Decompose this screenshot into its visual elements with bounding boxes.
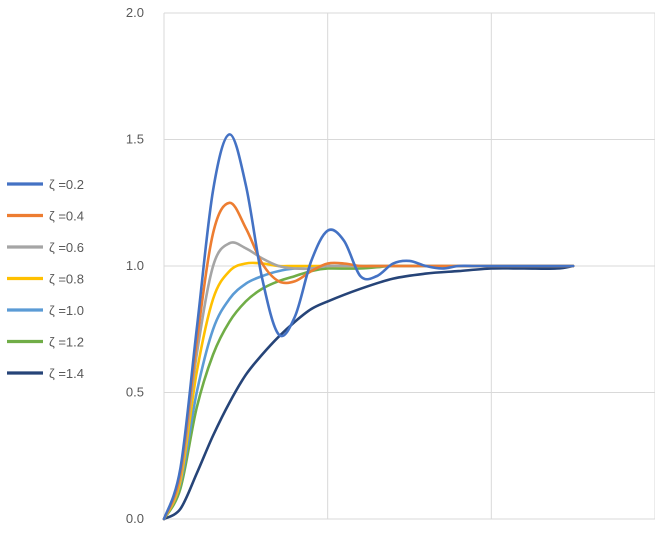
y-tick-label: 1.0 bbox=[126, 258, 144, 273]
legend-label: ζ =0.8 bbox=[49, 272, 84, 287]
series-line-1 bbox=[162, 133, 575, 521]
series-lines bbox=[162, 133, 575, 521]
legend-label: ζ =1.4 bbox=[49, 366, 84, 381]
legend-item: ζ =0.2 bbox=[7, 177, 84, 192]
y-tick-labels: 0.0 0.5 1.0 1.5 2.0 bbox=[126, 5, 144, 526]
series-line-2 bbox=[162, 201, 575, 521]
y-tick-label: 1.5 bbox=[126, 132, 144, 147]
legend-label: ζ =0.6 bbox=[49, 240, 84, 255]
legend-item: ζ =0.4 bbox=[7, 209, 84, 224]
legend: ζ =0.2 ζ =0.4 ζ =0.6 ζ =0.8 ζ =1.0 ζ =1.2 ζ =1… bbox=[7, 177, 84, 381]
legend-item: ζ =0.8 bbox=[7, 272, 84, 287]
legend-label: ζ =1.2 bbox=[49, 335, 84, 350]
legend-label: ζ =1.0 bbox=[49, 303, 84, 318]
legend-item: ζ =0.6 bbox=[7, 240, 84, 255]
legend-item: ζ =1.2 bbox=[7, 335, 84, 350]
y-tick-label: 2.0 bbox=[126, 5, 144, 20]
y-tick-label: 0.0 bbox=[126, 511, 144, 526]
series-line-7 bbox=[162, 264, 575, 521]
legend-label: ζ =0.2 bbox=[49, 177, 84, 192]
legend-label: ζ =0.4 bbox=[49, 209, 84, 224]
legend-item: ζ =1.0 bbox=[7, 303, 84, 318]
series-line-4 bbox=[162, 261, 575, 521]
series-line-3 bbox=[162, 241, 575, 521]
legend-item: ζ =1.4 bbox=[7, 366, 84, 381]
y-tick-label: 0.5 bbox=[126, 385, 144, 400]
